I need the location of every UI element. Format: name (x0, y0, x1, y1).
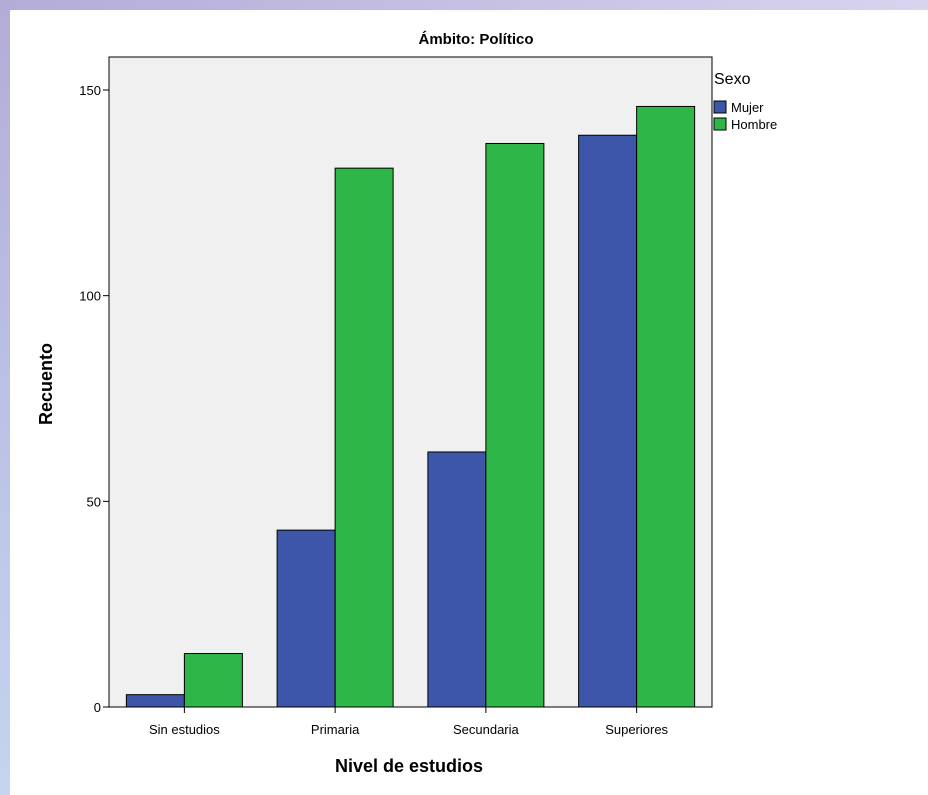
legend-label-hombre: Hombre (731, 117, 777, 132)
bar-mujer-1 (276, 529, 336, 708)
bars-group (125, 105, 696, 708)
y-tick-label: 0 (94, 700, 101, 715)
y-tick-label: 50 (87, 494, 101, 509)
legend-swatch-hombre (713, 117, 727, 131)
window-left-border (0, 0, 10, 795)
bar-hombre-2 (485, 142, 545, 708)
bar-hombre-1 (334, 167, 394, 708)
y-axis: 0 50 100 150 (79, 83, 109, 715)
bar-mujer-0 (125, 694, 185, 708)
bar-hombre-3 (636, 105, 696, 708)
x-tick-label: Superiores (605, 722, 668, 737)
y-tick-label: 150 (79, 83, 101, 98)
chart-title: Ámbito: Político (419, 31, 534, 48)
bar-mujer-2 (427, 451, 487, 708)
x-tick-label: Sin estudios (149, 722, 220, 737)
y-tick-label: 100 (79, 289, 101, 304)
legend-label-mujer: Mujer (731, 100, 764, 115)
bar-hombre-0 (183, 653, 243, 708)
y-axis-title: Recuento (36, 343, 56, 425)
x-axis: Sin estudios Primaria Secundaria Superiores (149, 707, 669, 737)
window-top-border (0, 0, 928, 10)
x-tick-label: Secundaria (453, 722, 520, 737)
x-tick-label: Primaria (311, 722, 360, 737)
bar-mujer-3 (578, 134, 638, 708)
legend-title: Sexo (714, 71, 751, 88)
x-axis-title: Nivel de estudios (335, 756, 483, 776)
legend-swatch-mujer (713, 100, 727, 114)
legend: Sexo Mujer Hombre (713, 71, 777, 132)
